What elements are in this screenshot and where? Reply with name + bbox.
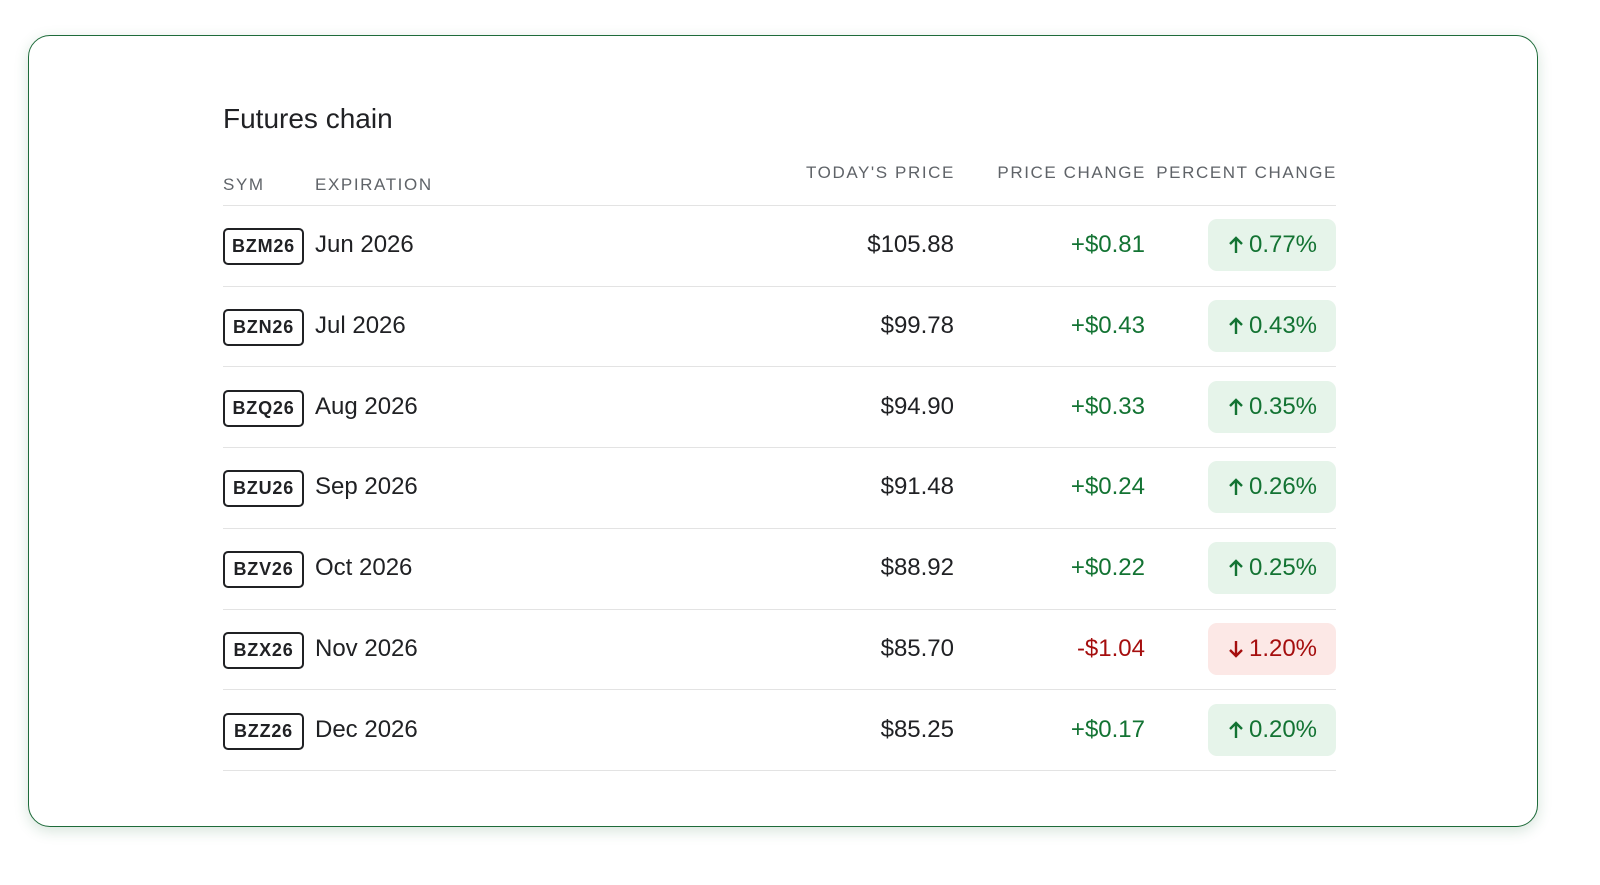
- divider: [223, 769, 1336, 771]
- percent-change: 0.20%: [1248, 715, 1318, 743]
- arrow-path: [1229, 720, 1243, 738]
- divider: [223, 608, 1336, 610]
- percent-change: 0.35%: [1248, 392, 1318, 420]
- percent-chip: 0.35%: [1208, 380, 1336, 433]
- symbol-badge: BZN26: [223, 309, 304, 347]
- expiration: Nov 2026: [315, 634, 418, 662]
- price-change: +$0.17: [1070, 715, 1145, 743]
- price-change: -$1.04: [1076, 634, 1145, 662]
- price: $105.88: [867, 231, 954, 259]
- divider: [223, 285, 1336, 287]
- arrow-up: [1229, 236, 1243, 254]
- price-change: +$0.81: [1070, 231, 1145, 259]
- percent-chip: 0.25%: [1208, 542, 1336, 595]
- price-change: +$0.24: [1070, 473, 1145, 501]
- arrow-path: [1229, 640, 1243, 658]
- price: $94.90: [880, 392, 954, 420]
- arrow-path: [1229, 236, 1243, 254]
- price: $91.48: [880, 473, 954, 501]
- percent-change: 0.77%: [1248, 231, 1318, 259]
- arrow-up: [1229, 559, 1243, 577]
- price-change: +$0.33: [1070, 392, 1145, 420]
- symbol-badge: BZV26: [223, 551, 304, 589]
- divider: [223, 366, 1336, 368]
- price: $85.70: [880, 634, 954, 662]
- arrow-down: [1229, 640, 1243, 658]
- arrow-up: [1229, 478, 1243, 496]
- percent-change: 0.26%: [1248, 473, 1318, 501]
- arrow-path: [1229, 398, 1243, 415]
- expiration: Jul 2026: [315, 312, 406, 340]
- price-change: +$0.43: [1070, 312, 1145, 340]
- symbol-badge: BZZ26: [223, 712, 304, 750]
- percent-chip: 0.43%: [1208, 300, 1336, 353]
- arrow-up: [1229, 398, 1243, 415]
- symbol-badge: BZQ26: [223, 389, 304, 427]
- percent-chip: 0.26%: [1208, 461, 1336, 514]
- symbol-badge: BZU26: [223, 470, 304, 508]
- symbol-badge: BZX26: [223, 631, 304, 669]
- price: $99.78: [880, 312, 954, 340]
- expiration: Sep 2026: [315, 473, 418, 501]
- price: $88.92: [880, 554, 954, 582]
- expiration: Jun 2026: [315, 231, 414, 259]
- expiration: Dec 2026: [315, 715, 418, 743]
- arrow-path: [1229, 559, 1243, 577]
- arrow-up: [1229, 720, 1243, 738]
- divider: [223, 447, 1336, 449]
- arrow-path: [1229, 478, 1243, 496]
- title: Futures chain: [223, 103, 393, 134]
- column-header: PERCENT CHANGE: [1156, 163, 1337, 182]
- divider: [223, 205, 1336, 206]
- price: $85.25: [880, 715, 954, 743]
- divider: [223, 527, 1336, 529]
- percent-change: 0.25%: [1248, 554, 1318, 582]
- percent-chip: 1.20%: [1208, 622, 1336, 675]
- arrow-path: [1229, 317, 1243, 335]
- column-header: EXPIRATION: [315, 175, 433, 194]
- arrow-up: [1229, 317, 1243, 335]
- price-change: +$0.22: [1070, 554, 1145, 582]
- symbol-badge: BZM26: [223, 228, 304, 266]
- column-header: SYM: [223, 175, 265, 194]
- divider: [223, 689, 1336, 691]
- percent-change: 0.43%: [1248, 312, 1318, 340]
- expiration: Oct 2026: [315, 554, 413, 582]
- column-header: TODAY'S PRICE: [805, 163, 955, 182]
- percent-chip: 0.20%: [1208, 703, 1336, 756]
- column-header: PRICE CHANGE: [997, 163, 1146, 182]
- percent-chip: 0.77%: [1208, 219, 1336, 272]
- percent-change: 1.20%: [1248, 634, 1318, 662]
- expiration: Aug 2026: [315, 392, 418, 420]
